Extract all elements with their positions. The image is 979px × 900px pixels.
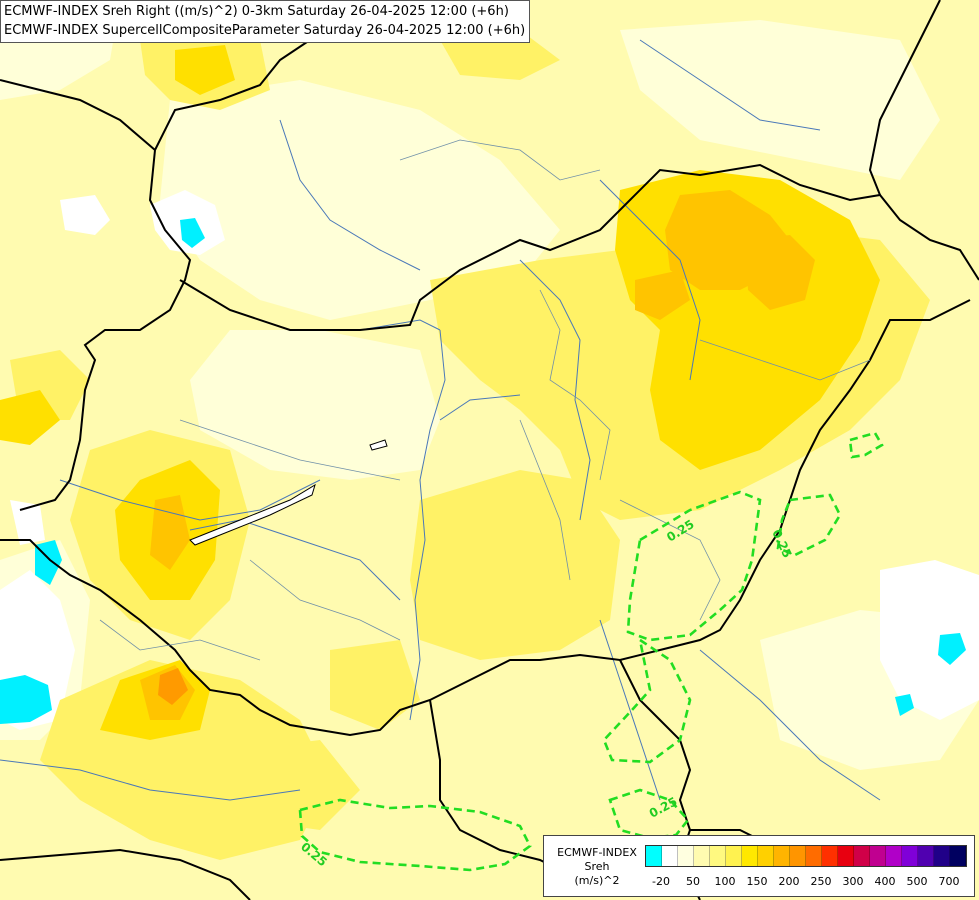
legend-swatch xyxy=(726,846,742,866)
legend-color-bar xyxy=(645,845,967,867)
color-legend: ECMWF-INDEX Sreh (m/s)^2 -20 50 100 150 200 2… xyxy=(543,835,975,897)
legend-tick-label: 500 xyxy=(906,875,928,888)
legend-title-param: Sreh xyxy=(584,860,610,873)
legend-swatch xyxy=(918,846,934,866)
legend-swatch xyxy=(662,846,678,866)
legend-tick-label: 100 xyxy=(714,875,736,888)
legend-swatch xyxy=(886,846,902,866)
hot-spot xyxy=(158,668,188,705)
legend-swatch xyxy=(758,846,774,866)
legend-swatch xyxy=(694,846,710,866)
pale-zones xyxy=(0,0,979,770)
map-title-box: ECMWF-INDEX Sreh Right ((m/s)^2) 0-3km S… xyxy=(0,0,531,43)
legend-title-model: ECMWF-INDEX xyxy=(557,846,637,859)
legend-tick-label: 300 xyxy=(842,875,864,888)
legend-swatch xyxy=(774,846,790,866)
legend-tick-label: 200 xyxy=(778,875,800,888)
legend-swatch xyxy=(790,846,806,866)
legend-swatch xyxy=(822,846,838,866)
legend-swatch xyxy=(902,846,918,866)
scp-contours xyxy=(298,431,884,872)
legend-swatch xyxy=(950,846,966,866)
legend-title-unit: (m/s)^2 xyxy=(574,874,620,887)
legend-ticks: -20 50 100 150 200 250 300 400 500 700 xyxy=(645,875,967,889)
legend-swatch xyxy=(934,846,950,866)
legend-swatch xyxy=(678,846,694,866)
legend-title: ECMWF-INDEX Sreh (m/s)^2 xyxy=(548,846,646,888)
legend-swatch xyxy=(870,846,886,866)
lakes xyxy=(189,439,388,546)
legend-tick-label: 150 xyxy=(746,875,768,888)
legend-swatch xyxy=(806,846,822,866)
map-title-sreh: ECMWF-INDEX Sreh Right ((m/s)^2) 0-3km S… xyxy=(4,4,509,19)
legend-swatch xyxy=(854,846,870,866)
legend-swatch xyxy=(710,846,726,866)
region-boundaries xyxy=(99,139,871,661)
legend-tick-label: -20 xyxy=(652,875,670,888)
legend-swatch xyxy=(742,846,758,866)
map-title-scp: ECMWF-INDEX SupercellCompositeParameter … xyxy=(4,23,526,38)
legend-swatch xyxy=(646,846,662,866)
gold-zones xyxy=(0,45,880,740)
legend-tick-label: 400 xyxy=(874,875,896,888)
legend-swatch xyxy=(838,846,854,866)
legend-tick-label: 50 xyxy=(686,875,700,888)
legend-tick-label: 700 xyxy=(938,875,960,888)
rivers xyxy=(0,39,881,801)
legend-tick-label: 250 xyxy=(810,875,832,888)
